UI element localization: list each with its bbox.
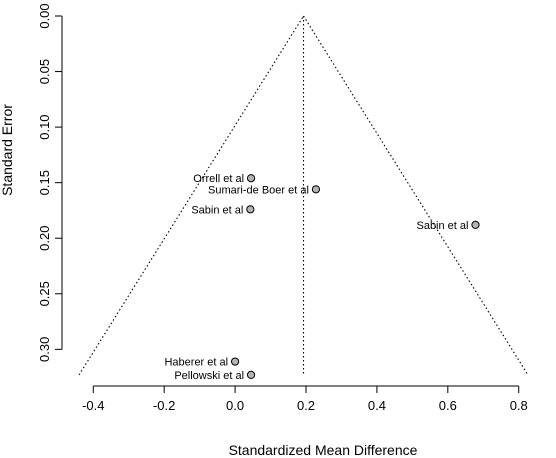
y-axis-ticks: 0.00 0.05 0.10 0.15 0.20 0.25 0.30 bbox=[37, 3, 62, 362]
x-tick-label: 0.4 bbox=[368, 398, 386, 413]
funnel-left-line bbox=[78, 15, 304, 376]
x-tick-label: 0.0 bbox=[226, 398, 244, 413]
study-label: Sabin et al bbox=[191, 204, 243, 216]
x-tick-label: 0.2 bbox=[297, 398, 315, 413]
y-tick-label: 0.10 bbox=[37, 114, 52, 139]
study-point bbox=[230, 357, 240, 366]
x-tick-label: 0.6 bbox=[439, 398, 457, 413]
y-axis-title: Standard Error bbox=[0, 104, 15, 196]
study-point bbox=[246, 174, 256, 183]
study-label: Haberer et al bbox=[164, 357, 228, 369]
x-tick-label: -0.2 bbox=[153, 398, 175, 413]
funnel-lines bbox=[78, 15, 529, 376]
x-tick-label: 0.8 bbox=[510, 398, 528, 413]
study-label: Pellowski et al bbox=[174, 370, 244, 382]
y-tick-label: 0.20 bbox=[37, 226, 52, 251]
study-point bbox=[246, 370, 256, 379]
study-label: Sabin et al bbox=[416, 220, 468, 232]
funnel-right-line bbox=[303, 15, 529, 376]
x-axis-title: Standardized Mean Difference bbox=[229, 442, 418, 458]
study-point bbox=[311, 185, 321, 194]
axes: -0.4 -0.2 0.0 0.2 0.4 0.6 0.8 0.00 0.05 0.10 0.15… bbox=[37, 3, 528, 413]
x-tick-label: -0.4 bbox=[82, 398, 104, 413]
y-tick-label: 0.05 bbox=[37, 59, 52, 84]
y-tick-label: 0.15 bbox=[37, 170, 52, 195]
y-tick-label: 0.30 bbox=[37, 337, 52, 362]
y-tick-label: 0.00 bbox=[37, 3, 52, 28]
study-label: Sumari-de Boer et al bbox=[208, 184, 309, 196]
study-point bbox=[246, 205, 255, 214]
study-point bbox=[471, 220, 480, 229]
x-axis-ticks: -0.4 -0.2 0.0 0.2 0.4 0.6 0.8 bbox=[82, 386, 528, 413]
y-tick-label: 0.25 bbox=[37, 281, 52, 306]
study-label: Orrell et al bbox=[193, 173, 244, 185]
